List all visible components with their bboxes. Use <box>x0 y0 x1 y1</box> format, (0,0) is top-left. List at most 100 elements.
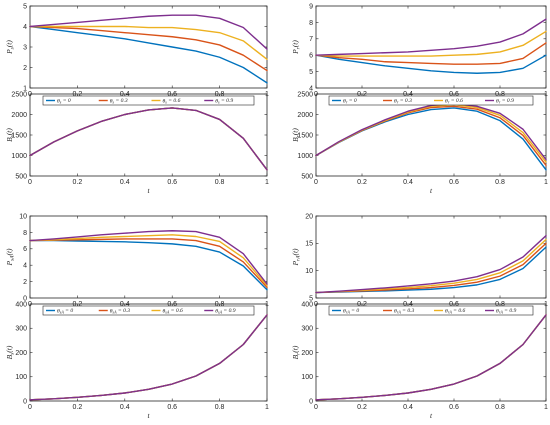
y-tick-label: 4 <box>23 24 27 31</box>
series-line-0 <box>29 314 268 401</box>
series-line-2 <box>315 103 547 163</box>
x-tick-label: 1 <box>544 179 548 186</box>
y-tick-label: 400 <box>15 301 27 308</box>
chart-panel-0: 00.20.40.60.8112345Ps(t) <box>4 3 269 98</box>
x-tick-label: 0.2 <box>357 179 367 186</box>
legend-entry: θs = 0.3 <box>110 98 128 105</box>
series-line-3 <box>29 314 268 401</box>
legend-box <box>328 305 534 316</box>
series-line-0 <box>29 107 268 171</box>
y-axis-label: Bs(t) <box>4 128 15 142</box>
legend-box <box>42 305 255 316</box>
y-tick-label: 0 <box>309 398 313 405</box>
legend-entry: θs = 0.9 <box>215 98 233 105</box>
y-tick-label: 7 <box>309 36 313 43</box>
x-tick-label: 0 <box>28 179 32 186</box>
y-tick-label: 5 <box>23 3 27 10</box>
x-tick-label: 0.8 <box>495 404 505 411</box>
y-tick-label: 2000 <box>11 112 27 119</box>
x-tick-label: 1 <box>265 404 269 411</box>
y-tick-label: 6 <box>309 53 313 60</box>
series-line-1 <box>29 25 268 72</box>
legend-entry: θr = 0.6 <box>445 98 463 105</box>
y-tick-label: 300 <box>301 326 313 333</box>
legend-entry: θsA = 0.3 <box>110 308 131 315</box>
x-tick-label: 1 <box>544 404 548 411</box>
series-line-2 <box>315 238 547 294</box>
series-line-1 <box>315 42 547 65</box>
y-tick-label: 1 <box>23 85 27 92</box>
y-tick-label: 2000 <box>297 112 313 119</box>
plot-frame <box>29 5 268 89</box>
legend-entry: θr = 0.9 <box>496 98 514 105</box>
legend-entry: θsA = 0 <box>57 308 73 315</box>
x-tick-label: 0.4 <box>403 404 413 411</box>
y-tick-label: 200 <box>15 350 27 357</box>
x-axis-label: t <box>147 186 150 195</box>
y-tick-label: 8 <box>23 230 27 237</box>
x-axis-label: t <box>430 186 433 195</box>
series-line-1 <box>29 107 268 171</box>
legend-entry: θrA = 0.6 <box>445 308 466 315</box>
x-tick-label: 0.4 <box>120 404 130 411</box>
series-line-0 <box>29 25 268 84</box>
x-tick-label: 0.6 <box>449 404 459 411</box>
y-axis-label: Br(t) <box>290 128 301 142</box>
y-tick-label: 0 <box>23 398 27 405</box>
series-line-3 <box>315 234 547 294</box>
legend-entry: θr = 0 <box>343 98 357 105</box>
series-line-0 <box>315 107 547 171</box>
y-tick-label: 10 <box>19 213 27 220</box>
y-tick-label: 200 <box>301 350 313 357</box>
chart-panel-4: 00.20.40.60.810246810PsA(t) <box>4 213 269 308</box>
series-line-0 <box>315 314 547 401</box>
y-tick-label: 4 <box>309 85 313 92</box>
y-tick-label: 400 <box>301 301 313 308</box>
series-line-0 <box>315 54 547 74</box>
plot-frame <box>29 215 268 299</box>
chart-panel-2: 0 0.2 0.4 0.6 0.8 15001000150020002500Bs(t)tθ… <box>4 91 269 195</box>
legend-entry: θrA = 0 <box>343 308 359 315</box>
series-line-3 <box>315 314 547 401</box>
x-tick-label: 0.6 <box>449 179 459 186</box>
series-line-3 <box>29 14 268 50</box>
chart-panel-6: 0 0.2 0.4 0.6 0.8 1 0 100 200 300 400 Bs(t) t θsA = 0… <box>4 301 269 420</box>
series-line-3 <box>29 107 268 171</box>
series-line-2 <box>29 25 268 60</box>
plot-frame <box>315 303 547 402</box>
legend-entry: θs = 0.6 <box>163 98 181 105</box>
x-axis-label: t <box>147 411 150 420</box>
y-axis-label: Ps(t) <box>4 40 15 55</box>
y-axis-label: Bs(t) <box>4 345 15 359</box>
y-axis-label: PsA(t) <box>4 248 15 267</box>
x-tick-label: 0.2 <box>73 179 83 186</box>
chart-panel-5: 00.20.40.60.815101520PrA(t) <box>290 213 548 308</box>
y-axis-label: PrA(t) <box>290 248 301 267</box>
series-line-3 <box>315 102 547 161</box>
x-axis-label: t <box>430 411 433 420</box>
x-tick-label: 0.6 <box>167 179 177 186</box>
legend-entry: θrA = 0.3 <box>394 308 415 315</box>
legend-entry: θsA = 0.9 <box>215 308 236 315</box>
y-tick-label: 100 <box>15 374 27 381</box>
chart-panel-7: 0 0.2 0.4 0.6 0.8 1 0 100 200 300 400 Br(t) t θrA = 0… <box>290 301 548 420</box>
x-tick-label: 0.2 <box>357 404 367 411</box>
y-tick-label: 3 <box>23 44 27 51</box>
x-tick-label: 0 <box>314 404 318 411</box>
series-line-2 <box>315 314 547 401</box>
x-tick-label: 0.6 <box>167 404 177 411</box>
y-tick-label: 1000 <box>297 153 313 160</box>
y-tick-label: 20 <box>305 213 313 220</box>
series-line-2 <box>29 314 268 401</box>
y-axis-label: Br(t) <box>290 345 301 359</box>
x-tick-label: 0.4 <box>120 179 130 186</box>
x-tick-label: 0.8 <box>215 404 225 411</box>
series-line-3 <box>315 18 547 56</box>
y-tick-label: 15 <box>305 241 313 248</box>
legend-box <box>328 95 534 106</box>
y-tick-label: 2 <box>23 65 27 72</box>
legend-box <box>42 95 255 106</box>
x-tick-label: 0.8 <box>215 179 225 186</box>
plot-frame <box>315 5 547 89</box>
